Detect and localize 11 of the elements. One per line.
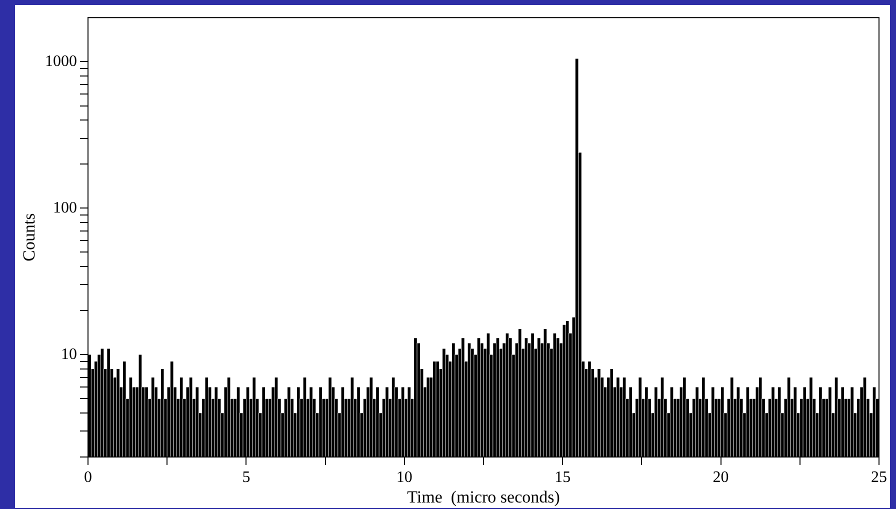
y-tick-label: 10 [61, 346, 77, 363]
y-axis-title: Counts [20, 213, 39, 262]
x-tick-label: 0 [84, 468, 92, 486]
y-tick-label: 100 [53, 199, 77, 216]
x-axis-title: Time (micro seconds) [407, 487, 560, 506]
x-tick-label: 5 [242, 468, 250, 486]
x-tick-label: 20 [712, 468, 729, 486]
y-tick-label: 1000 [45, 52, 77, 70]
x-tick-label: 25 [871, 468, 887, 486]
x-tick-label: 10 [396, 468, 412, 486]
x-tick-label: 15 [554, 468, 571, 486]
